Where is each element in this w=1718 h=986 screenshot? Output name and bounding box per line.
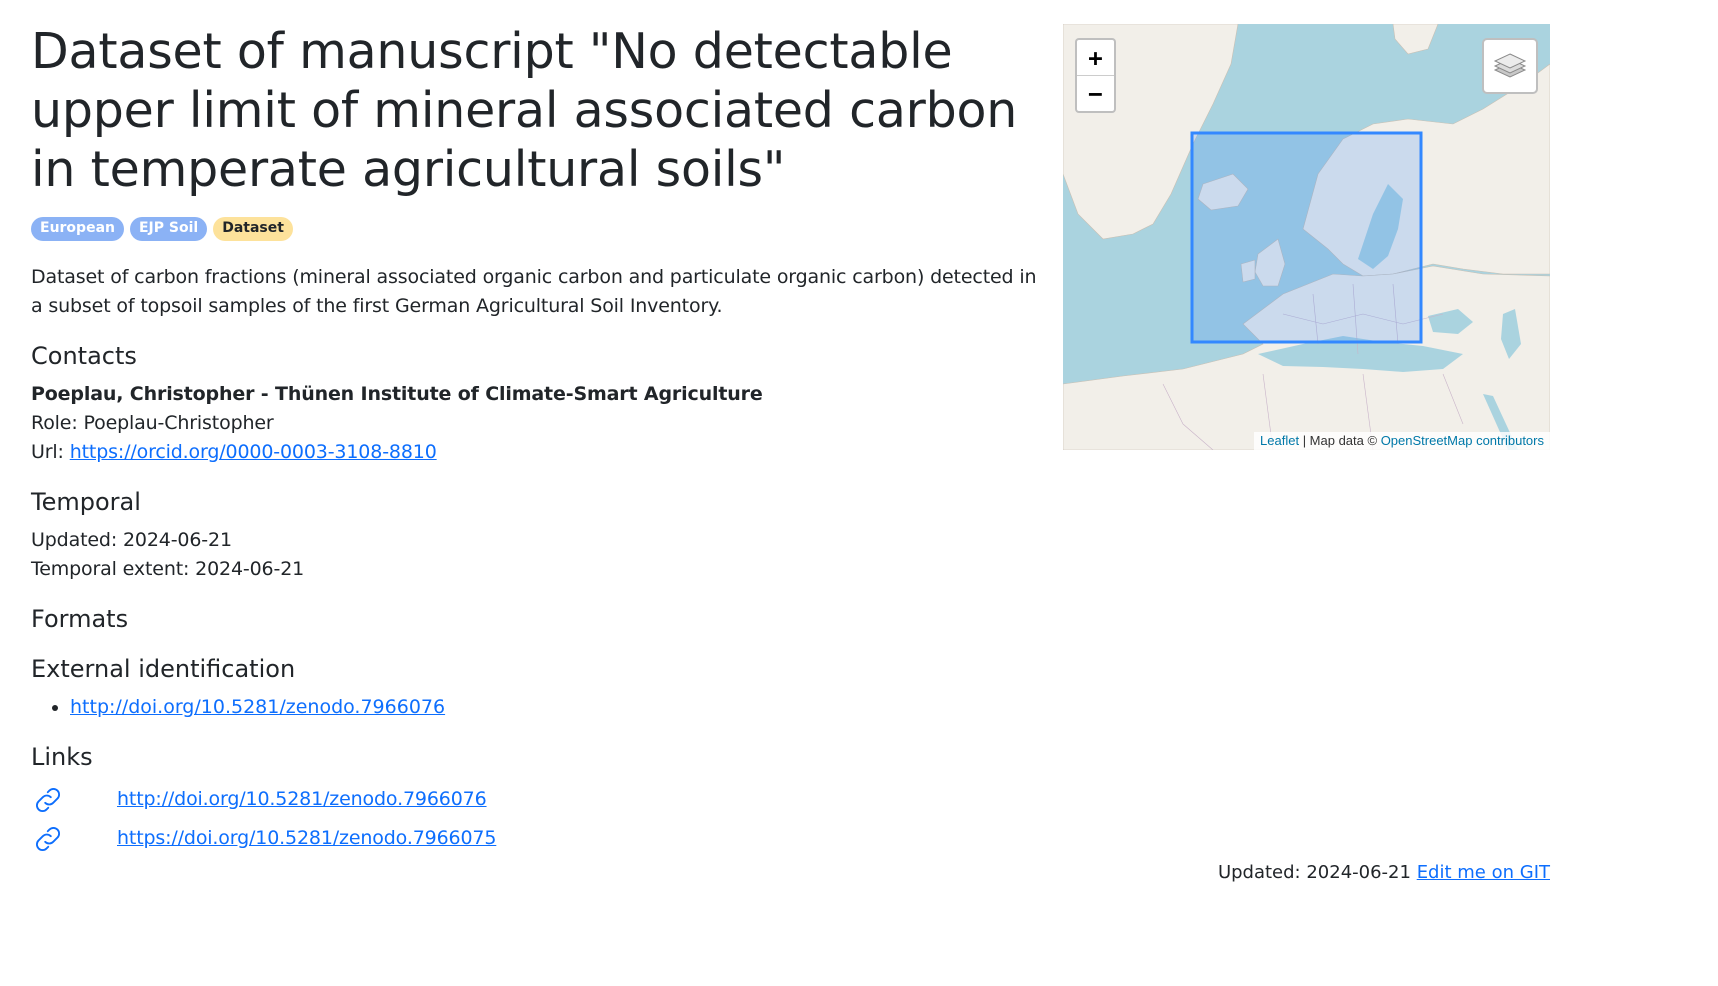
- contact-url-label: Url:: [31, 441, 70, 463]
- badge-european: European: [31, 217, 124, 241]
- list-item: http://doi.org/10.5281/zenodo.7966076: [31, 780, 1041, 819]
- contact-url: Url: https://orcid.org/0000-0003-3108-88…: [31, 438, 1041, 467]
- edit-on-git-link[interactable]: Edit me on GIT: [1416, 862, 1550, 883]
- contacts-heading: Contacts: [31, 342, 137, 370]
- external-id-heading: External identification: [31, 655, 296, 683]
- land-svalbard: [1392, 24, 1439, 55]
- map-attribution: Leaflet | Map data © OpenStreetMap contr…: [1254, 432, 1550, 450]
- link-item-1[interactable]: http://doi.org/10.5281/zenodo.7966076: [117, 788, 487, 810]
- osm-link[interactable]: OpenStreetMap contributors: [1380, 433, 1544, 448]
- layers-icon: [1493, 53, 1527, 78]
- link-icon: [31, 822, 117, 856]
- footer: Updated: 2024-06-21 Edit me on GIT: [1218, 861, 1550, 885]
- list-item: http://doi.org/10.5281/zenodo.7966076: [70, 693, 1041, 722]
- page-title: Dataset of manuscript "No detectable upp…: [31, 23, 1018, 198]
- map-tiles: [1063, 24, 1550, 450]
- contacts-section: Contacts Poeplau, Christopher - Thünen I…: [31, 341, 1041, 467]
- links-heading: Links: [31, 743, 93, 771]
- temporal-extent: Temporal extent: 2024-06-21: [31, 555, 1041, 584]
- external-id-list: http://doi.org/10.5281/zenodo.7966076: [31, 693, 1041, 722]
- links-list: http://doi.org/10.5281/zenodo.7966076 ht…: [31, 780, 1041, 858]
- leaflet-link[interactable]: Leaflet: [1260, 433, 1300, 448]
- zoom-out-button[interactable]: −: [1088, 79, 1103, 108]
- abstract: Dataset of carbon fractions (mineral ass…: [31, 266, 1037, 317]
- map-view[interactable]: + − Leaflet | Map data © OpenStreetMap c…: [1063, 24, 1550, 450]
- contact-name: Poeplau, Christopher - Thünen Institute …: [31, 383, 763, 405]
- badge-dataset: Dataset: [213, 217, 293, 241]
- link-item-2[interactable]: https://doi.org/10.5281/zenodo.7966075: [117, 827, 497, 849]
- temporal-extent-value: 2024-06-21: [195, 558, 305, 580]
- external-id-link[interactable]: http://doi.org/10.5281/zenodo.7966076: [70, 696, 446, 718]
- temporal-section: Temporal Updated: 2024-06-21 Temporal ex…: [31, 487, 1041, 584]
- land-scandinavia: [1302, 63, 1550, 277]
- external-id-section: External identification http://doi.org/1…: [31, 654, 1041, 722]
- contact-role-label: Role:: [31, 412, 84, 434]
- temporal-updated: Updated: 2024-06-21: [31, 526, 1041, 555]
- badge-list: European EJP Soil Dataset: [31, 217, 1041, 241]
- attribution-separator: | Map data ©: [1299, 433, 1381, 448]
- contact-role: Role: Poeplau-Christopher: [31, 409, 1041, 438]
- record-main: Dataset of manuscript "No detectable upp…: [31, 22, 1041, 858]
- layers-button[interactable]: [1482, 38, 1538, 94]
- temporal-heading: Temporal: [31, 488, 141, 516]
- list-item: https://doi.org/10.5281/zenodo.7966075: [31, 819, 1041, 858]
- contact-url-link[interactable]: https://orcid.org/0000-0003-3108-8810: [69, 441, 437, 463]
- temporal-extent-label: Temporal extent:: [31, 558, 196, 580]
- land-ireland: [1240, 259, 1256, 283]
- badge-ejp-soil: EJP Soil: [129, 217, 208, 241]
- dataset-extent-bbox: [1190, 131, 1423, 344]
- sea-baltic: [1358, 184, 1403, 269]
- temporal-updated-value: 2024-06-21: [122, 529, 232, 551]
- sea-black: [1428, 309, 1473, 334]
- zoom-control: + −: [1075, 38, 1116, 113]
- link-icon: [31, 783, 117, 817]
- temporal-updated-label: Updated:: [31, 529, 123, 551]
- formats-section: Formats: [31, 604, 1041, 634]
- land-iceland: [1197, 173, 1249, 211]
- sea-caspian: [1501, 309, 1521, 359]
- sea-mediterranean: [1258, 336, 1463, 372]
- footer-updated-label: Updated:: [1217, 862, 1307, 883]
- footer-updated-value: 2024-06-21: [1306, 862, 1411, 883]
- zoom-in-button[interactable]: +: [1077, 40, 1114, 76]
- formats-heading: Formats: [31, 605, 129, 633]
- contact-role-value: Poeplau-Christopher: [83, 412, 274, 434]
- links-section: Links http://doi.org/10.5281/zenodo.7966…: [31, 742, 1041, 858]
